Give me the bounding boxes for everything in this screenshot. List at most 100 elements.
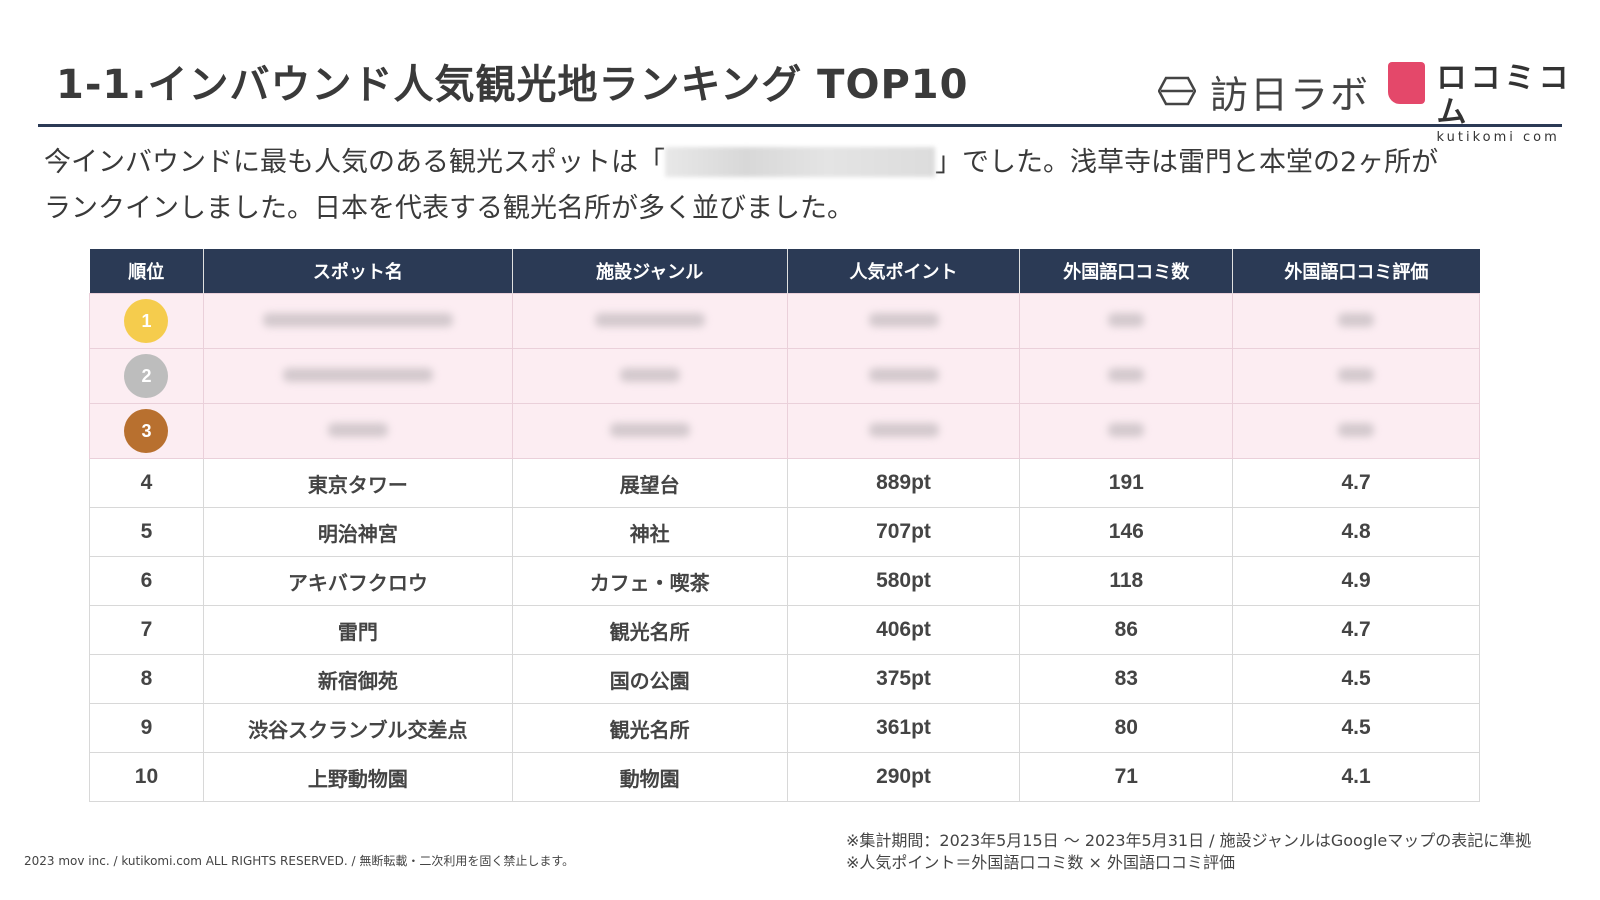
houjin-labo-wordmark: 訪日ラボ [1210,72,1371,117]
spot-cell: 新宿御苑 [202,654,513,704]
lead-line1-start: 今インバウンドに最も人気のある観光スポットは「 [44,147,665,178]
speech-bubble-icon [1388,62,1425,104]
genre-cell: 動物園 [511,752,788,802]
rank-cell: 9 [89,703,204,753]
rating-cell: 4.1 [1232,752,1480,802]
kutikomi-subtext: kutikomi com [1436,130,1560,145]
redacted-spot-name [665,147,935,177]
redacted-blur [327,423,388,437]
redacted-cell [202,348,513,404]
header-rating: 外国語口コミ評価 [1232,249,1480,294]
redacted-blur [1108,368,1145,382]
redacted-blur [609,423,690,437]
redacted-cell [1232,293,1480,349]
spot-cell: 明治神宮 [202,507,513,557]
reviews-cell: 83 [1019,654,1234,704]
table-row: 3 [89,403,1480,459]
redacted-cell [511,348,788,404]
redacted-blur [282,368,433,382]
points-cell: 361pt [786,703,1021,753]
rank-cell: 10 [89,752,204,802]
kutikomi-logo: ロコミコム kutikomi com [1388,62,1600,145]
table-row: 10 上野動物園 動物園 290pt 71 4.1 [89,752,1480,802]
genre-cell: 国の公園 [511,654,788,704]
rating-cell: 4.9 [1232,556,1480,606]
points-cell: 290pt [786,752,1021,802]
title-divider [38,124,1562,127]
rating-cell: 4.7 [1232,458,1480,508]
reviews-cell: 146 [1019,507,1234,557]
redacted-blur [1338,423,1375,437]
header-spot: スポット名 [203,249,513,294]
medal-icon: 2 [124,354,169,398]
redacted-cell [786,348,1021,404]
table-row: 8 新宿御苑 国の公園 375pt 83 4.5 [89,654,1480,704]
spot-cell: 雷門 [202,605,513,655]
redacted-blur [868,423,939,437]
reviews-cell: 71 [1019,752,1234,802]
rating-cell: 4.8 [1232,507,1480,557]
table-row: 7 雷門 観光名所 406pt 86 4.7 [89,605,1480,655]
redacted-blur [1338,313,1375,327]
table-row: 5 明治神宮 神社 707pt 146 4.8 [89,507,1480,557]
redacted-blur [1338,368,1375,382]
rank-cell: 5 [89,507,204,557]
redacted-cell [202,403,513,459]
genre-cell: カフェ・喫茶 [511,556,788,606]
genre-cell: 観光名所 [511,703,788,753]
redacted-blur [1108,313,1145,327]
redacted-blur [262,313,453,327]
rating-cell: 4.5 [1232,654,1480,704]
points-cell: 406pt [786,605,1021,655]
reviews-cell: 191 [1019,458,1234,508]
rank-cell: 1 [89,293,204,349]
reviews-cell: 86 [1019,605,1234,655]
points-cell: 580pt [786,556,1021,606]
footnote-formula: ※人気ポイント＝外国語口コミ数 × 外国語口コミ評価 [846,853,1235,872]
header-genre: 施設ジャンル [512,249,788,294]
reviews-cell: 80 [1019,703,1234,753]
header-points: 人気ポイント [787,249,1021,294]
redacted-cell [1232,348,1480,404]
redacted-cell [1232,403,1480,459]
ranking-table: 順位 スポット名 施設ジャンル 人気ポイント 外国語口コミ数 外国語口コミ評価 … [89,249,1480,802]
rank-cell: 2 [89,348,204,404]
redacted-cell [511,293,788,349]
header-reviews: 外国語口コミ数 [1019,249,1234,294]
redacted-cell [786,293,1021,349]
header-rank: 順位 [89,249,204,294]
redacted-cell [511,403,788,459]
genre-cell: 神社 [511,507,788,557]
copyright-text: 2023 mov inc. / kutikomi.com ALL RIGHTS … [24,854,575,868]
genre-cell: 展望台 [511,458,788,508]
genre-cell: 観光名所 [511,605,788,655]
points-cell: 375pt [786,654,1021,704]
table-row: 6 アキバフクロウ カフェ・喫茶 580pt 118 4.9 [89,556,1480,606]
rank-cell: 6 [89,556,204,606]
redacted-blur [619,368,680,382]
rating-cell: 4.5 [1232,703,1480,753]
lead-line2: ランクインしました。日本を代表する観光名所が多く並びました。 [44,193,854,224]
table-header-row: 順位 スポット名 施設ジャンル 人気ポイント 外国語口コミ数 外国語口コミ評価 [89,249,1480,294]
spot-cell: アキバフクロウ [202,556,513,606]
spot-cell: 渋谷スクランブル交差点 [202,703,513,753]
rank-cell: 8 [89,654,204,704]
footnotes: ※集計期間：2023年5月15日 〜 2023年5月31日 / 施設ジャンルはG… [846,830,1531,874]
rank-cell: 4 [89,458,204,508]
table-row: 1 [89,293,1480,349]
table-row: 4 東京タワー 展望台 889pt 191 4.7 [89,458,1480,508]
points-cell: 889pt [786,458,1021,508]
spot-cell: 東京タワー [202,458,513,508]
redacted-cell [786,403,1021,459]
redacted-cell [1019,403,1234,459]
hexagon-logo-icon [1158,76,1196,106]
redacted-blur [868,368,939,382]
table-row: 9 渋谷スクランブル交差点 観光名所 361pt 80 4.5 [89,703,1480,753]
spot-cell: 上野動物園 [202,752,513,802]
page-title: 1-1.インバウンド人気観光地ランキング TOP10 [56,62,969,108]
houjin-labo-logo: 訪日ラボ [1158,66,1371,117]
points-cell: 707pt [786,507,1021,557]
medal-icon: 1 [124,299,169,343]
redacted-blur [868,313,939,327]
redacted-blur [594,313,705,327]
